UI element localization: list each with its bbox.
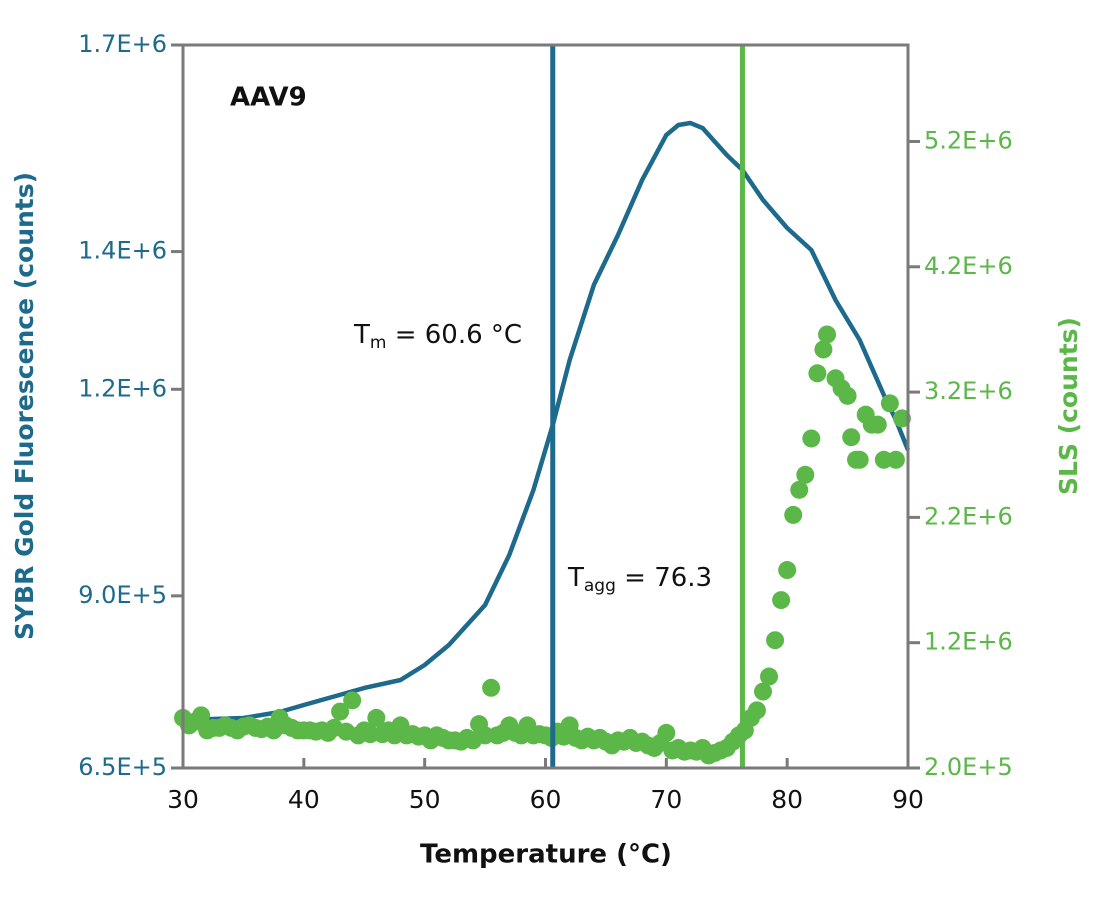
- y2-tick-label: 3.2E+6: [924, 377, 1013, 405]
- x-tick-label: 50: [409, 785, 441, 814]
- scatter-point: [818, 325, 837, 344]
- scatter-point: [754, 682, 772, 701]
- line-series: [182, 120, 911, 723]
- annotation-sub: m: [370, 333, 387, 353]
- x-tick-label: 70: [650, 785, 682, 814]
- scatter-point: [850, 450, 869, 469]
- scatter-point: [482, 678, 501, 697]
- scatter-point: [367, 708, 386, 727]
- scatter-point: [766, 631, 785, 650]
- scatter-point: [760, 667, 779, 686]
- y-tick-label: 6.5E+5: [78, 753, 167, 781]
- y-tick-label: 1.2E+6: [78, 374, 167, 402]
- annotation-sub: agg: [584, 576, 616, 596]
- annotation-main: T: [567, 563, 584, 593]
- x-tick-label: 80: [771, 785, 803, 814]
- y2-axis-label: SLS (counts): [1054, 317, 1083, 495]
- scatter-point: [784, 505, 803, 524]
- chart-title: AAV9: [230, 83, 307, 113]
- scatter-point: [192, 706, 211, 725]
- annotation-rest: = 60.6 °C: [386, 320, 522, 350]
- scatter-point: [880, 394, 899, 413]
- scatter-point: [747, 701, 766, 720]
- y-tick-label: 1.4E+6: [78, 237, 167, 265]
- scatter-point: [868, 415, 887, 434]
- y-tick-label: 1.7E+6: [78, 30, 167, 58]
- y2-tick-label: 5.2E+6: [924, 126, 1013, 154]
- scatter-point: [838, 386, 857, 405]
- x-tick-label: 60: [530, 785, 562, 814]
- scatter-point: [657, 723, 676, 742]
- scatter-point: [802, 429, 821, 448]
- x-tick-label: 90: [892, 785, 924, 814]
- scatter-point: [814, 340, 833, 359]
- y2-tick-label: 2.0E+5: [924, 753, 1013, 781]
- scatter-point: [343, 691, 362, 710]
- x-tick-label: 30: [167, 785, 199, 814]
- annotation-rest: = 76.3: [616, 563, 712, 593]
- scatter-point: [331, 702, 350, 721]
- scatter-point: [892, 409, 911, 428]
- scatter-point: [796, 465, 815, 484]
- y-axis-label: SYBR Gold Fluorescence (counts): [10, 172, 39, 640]
- scatter-point: [778, 561, 797, 580]
- annotation-main: T: [353, 320, 370, 350]
- scatter-point: [790, 480, 809, 499]
- y-tick-label: 9.0E+5: [78, 581, 167, 609]
- y2-tick-label: 2.2E+6: [924, 502, 1013, 530]
- y2-tick-label: 4.2E+6: [924, 252, 1013, 280]
- x-tick-label: 40: [288, 785, 320, 814]
- y2-tick-label: 1.2E+6: [924, 628, 1013, 656]
- scatter-point: [886, 450, 905, 469]
- x-axis-label: Temperature (°C): [420, 840, 672, 870]
- plot-frame: [181, 43, 910, 770]
- annotation: Tagg = 76.3: [567, 563, 712, 597]
- scatter-point: [772, 591, 791, 610]
- scatter-point: [842, 428, 861, 447]
- annotation: Tm = 60.6 °C: [353, 320, 522, 354]
- scatter-point: [808, 364, 827, 383]
